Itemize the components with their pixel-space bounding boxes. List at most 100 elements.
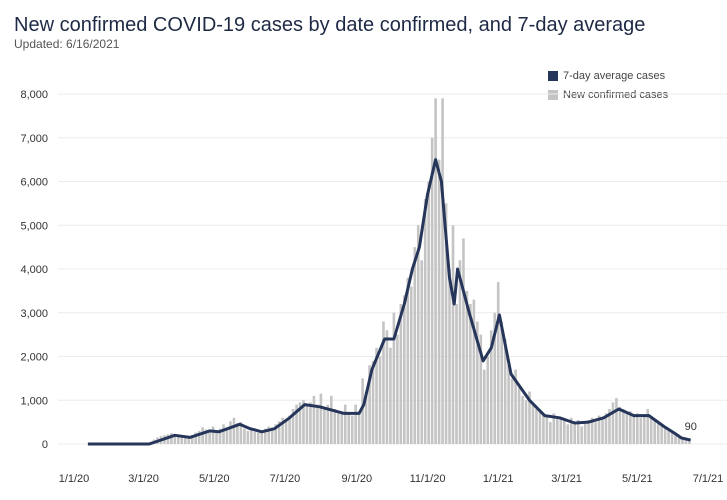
end-value-label: 90: [685, 421, 697, 433]
case-bar: [503, 339, 507, 444]
y-tick-label: 4,000: [20, 264, 48, 276]
case-bar: [653, 419, 656, 444]
case-bar: [455, 304, 458, 444]
case-bar: [319, 393, 323, 444]
case-bar: [510, 378, 514, 444]
case-bar: [562, 419, 566, 444]
x-tick-label: 9/1/20: [342, 473, 373, 485]
case-bar: [496, 282, 500, 444]
case-bar: [364, 391, 368, 444]
case-bar: [250, 429, 253, 444]
case-bar: [472, 299, 476, 444]
case-bar: [681, 437, 684, 444]
case-bar: [590, 417, 594, 444]
case-bar: [201, 427, 204, 444]
case-bar: [521, 395, 524, 444]
legend-item-average[interactable]: 7-day average cases: [548, 66, 668, 85]
case-bar: [604, 413, 608, 444]
case-bar: [507, 365, 510, 444]
case-bar: [399, 304, 403, 444]
case-bar: [556, 417, 559, 444]
case-bar: [538, 411, 542, 444]
case-bar: [270, 427, 274, 444]
case-bar: [333, 409, 337, 444]
case-bar: [382, 321, 385, 444]
case-bar: [514, 369, 517, 444]
y-tick-label: 6,000: [20, 177, 48, 189]
case-bar: [218, 428, 222, 444]
case-bar: [448, 269, 451, 444]
case-bar: [302, 400, 305, 444]
chart-title: New confirmed COVID-19 cases by date con…: [14, 14, 646, 36]
case-bar: [646, 409, 650, 444]
y-tick-label: 7,000: [20, 133, 48, 145]
case-bar: [597, 415, 601, 444]
case-bar: [183, 437, 187, 444]
case-bar: [413, 247, 417, 444]
y-tick-label: 5,000: [20, 220, 48, 232]
case-bar: [392, 312, 396, 444]
case-bar: [222, 424, 225, 444]
case-bar: [232, 417, 236, 444]
case-bar: [451, 225, 455, 444]
case-bar: [295, 404, 298, 444]
case-bar: [246, 430, 250, 444]
case-bar: [416, 225, 420, 444]
x-tick-label: 1/1/21: [483, 473, 514, 485]
case-bar: [326, 404, 330, 444]
x-tick-label: 5/1/21: [622, 473, 653, 485]
case-bar: [330, 395, 333, 444]
legend-label-average: 7-day average cases: [563, 69, 666, 82]
case-bar: [309, 402, 312, 444]
case-bar: [594, 422, 597, 444]
case-bar: [528, 391, 531, 444]
case-bar: [403, 295, 406, 444]
case-bar: [677, 436, 681, 444]
chart-subtitle: Updated: 6/16/2021: [14, 37, 120, 51]
case-bar: [323, 406, 326, 444]
case-bar: [389, 347, 392, 444]
case-bar: [420, 260, 424, 444]
x-tick-label: 7/1/21: [693, 473, 724, 485]
case-bar: [347, 413, 350, 444]
case-bar: [469, 304, 472, 444]
case-bar: [660, 424, 663, 444]
case-bar: [368, 365, 371, 444]
case-bar: [608, 409, 611, 444]
case-bar: [350, 415, 354, 444]
case-bar: [423, 199, 427, 444]
case-bar: [576, 419, 580, 444]
case-bar: [177, 436, 180, 444]
case-bar: [170, 433, 173, 444]
case-bar: [260, 430, 264, 444]
case-bar: [298, 402, 302, 444]
case-bar: [187, 436, 191, 444]
case-bar: [305, 403, 309, 444]
case-bar: [190, 435, 194, 444]
case-bar: [253, 431, 257, 444]
case-bar: [545, 415, 549, 444]
case-bar: [357, 411, 361, 444]
case-bar: [444, 203, 448, 444]
x-tick-label: 1/1/20: [59, 473, 90, 485]
case-bar: [343, 404, 347, 444]
case-bar: [378, 356, 382, 444]
case-bar: [587, 419, 590, 444]
case-bar: [263, 428, 267, 444]
case-bar: [618, 406, 622, 444]
case-bar: [406, 277, 410, 444]
y-tick-label: 1,000: [20, 395, 48, 407]
case-bar: [409, 286, 413, 444]
case-bar: [580, 426, 583, 444]
case-bar: [236, 423, 239, 444]
x-tick-label: 7/1/20: [270, 473, 301, 485]
case-bar: [500, 321, 503, 444]
case-bar: [663, 426, 667, 444]
case-bar: [427, 181, 430, 444]
case-bar: [281, 417, 284, 444]
case-bar: [215, 430, 218, 444]
case-bar: [173, 435, 177, 444]
case-bar: [688, 439, 691, 444]
case-bar: [486, 356, 490, 444]
